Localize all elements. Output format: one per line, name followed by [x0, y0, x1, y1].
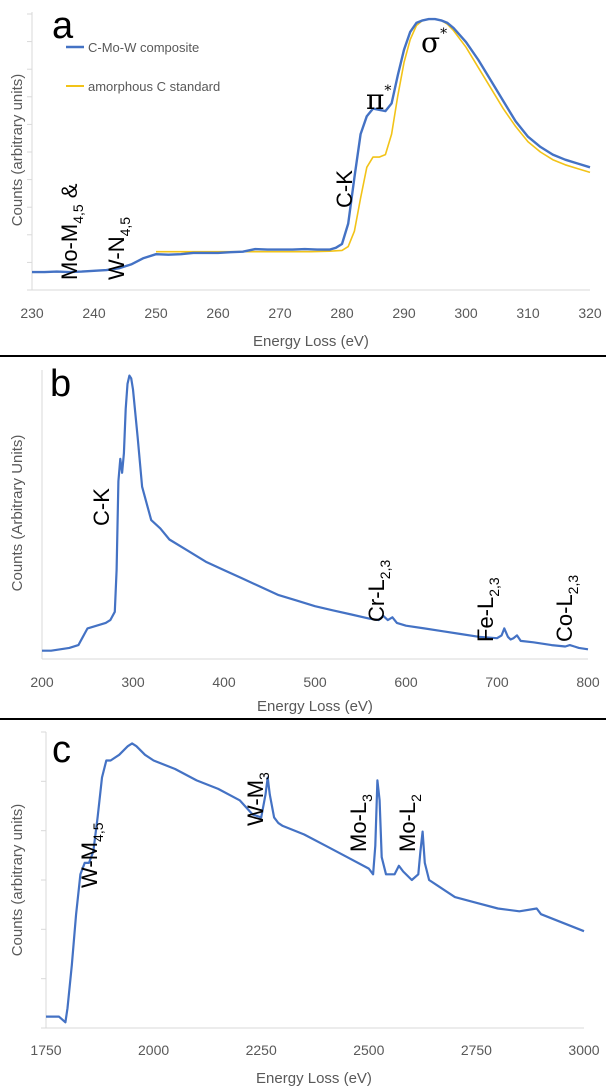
annotation-mo-l2: Mo-L2 [395, 794, 424, 852]
x-tick-label: 1750 [30, 1042, 61, 1058]
annotation-sub: 2,3 [565, 575, 581, 595]
series-line-amorphous-c-standard [156, 18, 591, 253]
panel-a: a 230 240 250 260 270 280 290 300 310 320 Energy … [9, 5, 602, 350]
x-tick-label: 2250 [246, 1042, 277, 1058]
annotation-sub: 3 [256, 772, 272, 780]
annotation-main: σ [421, 26, 440, 59]
annotation-mo-m45: Mo-M4,5 & [57, 183, 86, 280]
panel-label-a: a [52, 5, 74, 47]
x-axis-title-c: Energy Loss (eV) [256, 1070, 372, 1087]
panel-b: b 200 300 400 500 600 700 800 Energy Loss (eV)… [9, 363, 600, 715]
x-tick-label: 2500 [353, 1042, 384, 1058]
x-tick-label: 200 [30, 674, 54, 690]
x-ticks-c: 1750 2000 2250 2500 2750 3000 [30, 1042, 599, 1058]
y-axis-title-a: Counts (arbitrary units) [9, 74, 26, 227]
x-tick-label: 260 [206, 305, 230, 321]
annotation-main: Fe-L [473, 597, 498, 642]
annotation-sub: 4,5 [117, 217, 133, 237]
x-tick-label: 240 [82, 305, 106, 321]
annotation-main: π [366, 83, 384, 116]
y-axis-title-b: Counts (Arbitrary Units) [9, 435, 26, 592]
panel-label-b: b [50, 363, 71, 405]
annotation-w-m45: W-M4,5 [77, 822, 106, 888]
y-ticks-a [27, 13, 32, 291]
legend-a: C-Mo-W composite amorphous C standard [66, 40, 220, 94]
annotation-sub: 3 [359, 794, 375, 802]
annotation-main: Cr-L [364, 579, 389, 622]
legend-label-standard: amorphous C standard [88, 79, 220, 94]
series-group-b [42, 374, 589, 652]
x-tick-label: 3000 [568, 1042, 599, 1058]
annotation-main: C-K [332, 170, 357, 208]
annotation-sigma-star: σ* [421, 26, 447, 59]
series-line-spectrum [46, 742, 585, 1024]
annotation-main: Mo-M [57, 224, 82, 280]
annotation-cr-l23: Cr-L2,3 [364, 560, 393, 622]
annotation-sub: 2,3 [377, 560, 393, 580]
annotation-extra: & [57, 183, 82, 204]
series-line-c-mo-w-composite [32, 17, 591, 274]
x-ticks-b: 200 300 400 500 600 700 800 [30, 674, 600, 690]
x-tick-label: 310 [516, 305, 540, 321]
x-ticks-a: 230 240 250 260 270 280 290 300 310 320 [20, 305, 602, 321]
x-axis-title-a: Energy Loss (eV) [253, 333, 369, 350]
x-tick-label: 800 [576, 674, 600, 690]
annotation-c-k-b: C-K [89, 488, 114, 526]
x-tick-label: 2000 [138, 1042, 169, 1058]
annotation-main: C-K [89, 488, 114, 526]
annotation-main: W-M [77, 842, 102, 888]
annotation-sub: 2 [408, 794, 424, 802]
annotation-mo-l3: Mo-L3 [346, 794, 375, 852]
annotation-sup: * [384, 83, 391, 99]
x-tick-label: 290 [392, 305, 416, 321]
x-tick-label: 300 [121, 674, 145, 690]
x-tick-label: 270 [268, 305, 292, 321]
annotation-sub: 4,5 [90, 822, 106, 842]
annotation-sup: * [440, 26, 447, 42]
x-tick-label: 700 [485, 674, 509, 690]
x-tick-label: 300 [454, 305, 478, 321]
annotation-co-l23: Co-L2,3 [552, 575, 581, 642]
annotation-main: Mo-L [346, 802, 371, 852]
y-axis-title-c: Counts (arbitrary units) [9, 804, 26, 957]
x-tick-label: 400 [212, 674, 236, 690]
annotation-main: Mo-L [395, 802, 420, 852]
annotation-main: W-M [243, 780, 268, 826]
series-group-c [46, 742, 585, 1024]
annotation-w-m3: W-M3 [243, 772, 272, 826]
x-tick-label: 500 [303, 674, 327, 690]
annotation-pi-star: π* [366, 83, 391, 116]
legend-label-composite: C-Mo-W composite [88, 40, 199, 55]
x-tick-label: 250 [144, 305, 168, 321]
annotation-fe-l23: Fe-L2,3 [473, 577, 502, 642]
x-tick-label: 230 [20, 305, 44, 321]
annotation-sub: 4,5 [70, 204, 86, 224]
annotation-w-n45: W-N4,5 [104, 217, 133, 280]
annotation-sub: 2,3 [486, 577, 502, 597]
annotation-main: Co-L [552, 594, 577, 642]
y-ticks-c [41, 731, 46, 1029]
x-tick-label: 320 [578, 305, 602, 321]
x-tick-label: 280 [330, 305, 354, 321]
x-axis-title-b: Energy Loss (eV) [257, 698, 373, 715]
annotation-c-k: C-K [332, 170, 357, 208]
panel-label-c: c [52, 729, 71, 771]
x-tick-label: 2750 [461, 1042, 492, 1058]
panel-c: c 1750 2000 2250 2500 2750 3000 Energy Loss (… [9, 729, 600, 1087]
x-tick-label: 600 [394, 674, 418, 690]
series-group-a [32, 17, 591, 274]
series-line-spectrum [42, 374, 589, 652]
annotation-main: W-N [104, 236, 129, 280]
